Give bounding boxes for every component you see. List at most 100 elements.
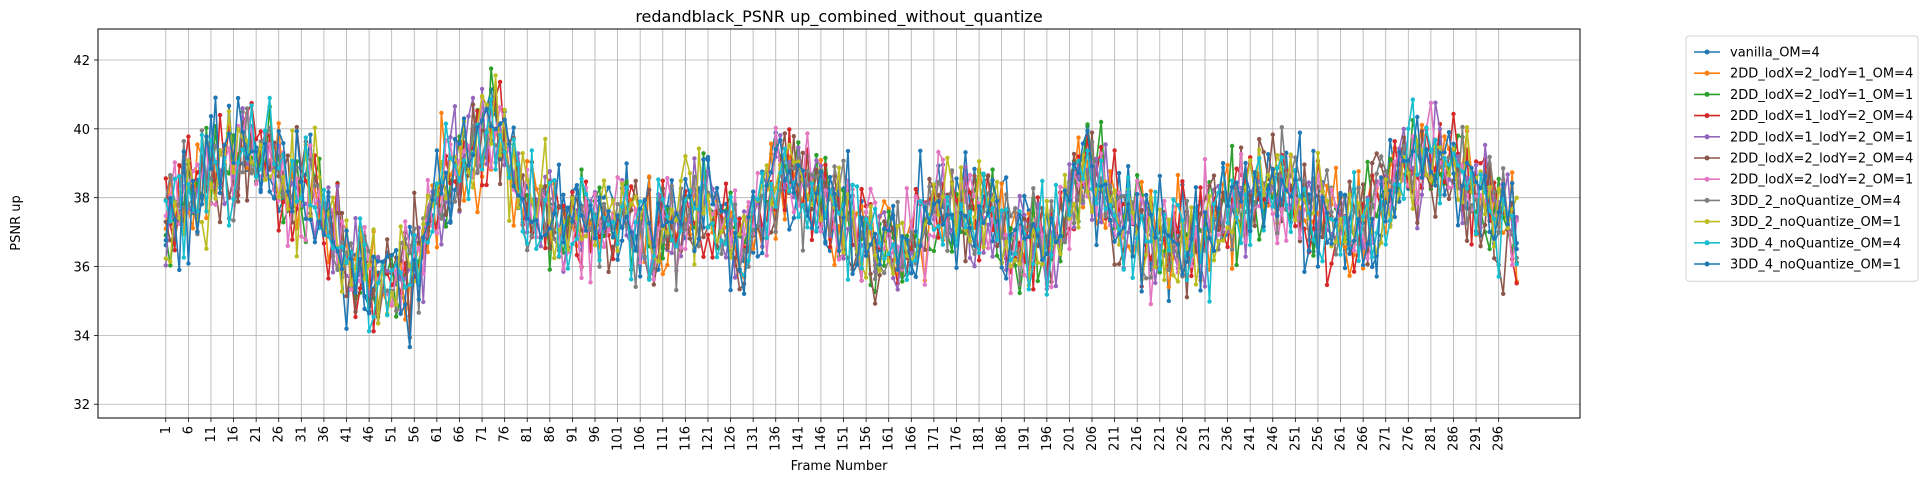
data-point xyxy=(1116,170,1122,176)
data-point xyxy=(190,178,196,184)
data-point xyxy=(787,127,792,132)
data-point xyxy=(1324,282,1330,288)
data-point xyxy=(529,148,534,153)
x-tick-label: 166 xyxy=(904,426,919,451)
data-point xyxy=(389,290,394,295)
data-point xyxy=(994,243,1000,249)
data-point xyxy=(1243,160,1248,166)
data-point xyxy=(1451,151,1456,156)
x-tick-label: 26 xyxy=(272,426,287,443)
data-point xyxy=(371,227,376,232)
y-tick-label: 36 xyxy=(73,261,90,276)
data-point xyxy=(479,86,485,92)
data-point xyxy=(651,253,656,259)
data-point xyxy=(1496,176,1501,182)
data-point xyxy=(1071,225,1077,230)
data-point xyxy=(294,199,299,204)
data-point xyxy=(1415,220,1420,225)
data-point xyxy=(827,231,833,236)
data-point xyxy=(814,158,819,163)
data-point xyxy=(421,235,426,240)
data-point xyxy=(1410,165,1416,170)
data-point xyxy=(741,291,747,296)
data-point xyxy=(466,114,471,119)
y-tick-label: 42 xyxy=(73,54,90,69)
series-line xyxy=(165,97,1518,332)
data-point xyxy=(547,267,552,272)
data-point xyxy=(235,127,241,132)
data-point xyxy=(633,206,638,212)
data-point xyxy=(1455,197,1461,202)
data-point xyxy=(470,95,476,101)
data-point xyxy=(303,178,308,184)
data-point xyxy=(647,239,652,245)
data-point xyxy=(1397,182,1402,187)
legend: vanilla_OM=4 2DD_lodX=2_lodY=1_OM=4 2DD_lo… xyxy=(1685,35,1919,282)
data-point xyxy=(638,199,643,204)
x-tick-label: 191 xyxy=(1017,426,1032,451)
data-point xyxy=(1107,169,1113,174)
data-point xyxy=(1085,148,1090,153)
data-point xyxy=(484,161,489,167)
data-point xyxy=(226,131,232,136)
data-point xyxy=(610,256,616,262)
data-point xyxy=(1026,228,1032,233)
data-point xyxy=(529,198,534,204)
data-point xyxy=(773,229,778,235)
data-point xyxy=(755,197,760,202)
data-point xyxy=(308,157,313,162)
data-point xyxy=(497,153,503,158)
data-point xyxy=(375,321,381,326)
data-point xyxy=(900,234,905,239)
data-point xyxy=(1360,266,1366,271)
data-point xyxy=(931,227,937,232)
data-point xyxy=(366,262,372,268)
data-point xyxy=(796,145,801,150)
data-point xyxy=(375,280,381,286)
data-point xyxy=(217,112,223,118)
data-point xyxy=(863,210,869,215)
data-point xyxy=(1189,273,1194,279)
data-point xyxy=(633,178,638,184)
data-point xyxy=(976,159,982,164)
data-point xyxy=(922,282,927,287)
data-point xyxy=(647,221,652,226)
data-point xyxy=(778,138,783,143)
data-point xyxy=(253,137,259,142)
data-point xyxy=(484,106,489,112)
data-point xyxy=(1067,216,1072,221)
data-point xyxy=(1514,195,1519,200)
x-tick-label: 276 xyxy=(1401,426,1416,451)
data-point xyxy=(719,251,724,256)
data-point xyxy=(1139,207,1144,213)
data-point xyxy=(217,219,223,225)
data-point xyxy=(1442,192,1447,197)
data-point xyxy=(931,201,937,207)
data-point xyxy=(841,215,846,220)
data-point xyxy=(231,170,236,175)
data-point xyxy=(1062,240,1068,245)
data-point xyxy=(330,246,336,251)
data-point xyxy=(967,172,973,178)
data-point xyxy=(972,166,977,172)
data-point xyxy=(823,155,828,161)
data-point xyxy=(439,110,444,116)
data-point xyxy=(226,103,232,109)
data-point xyxy=(1392,214,1398,220)
data-point xyxy=(751,227,756,233)
data-point xyxy=(1180,179,1185,184)
data-point xyxy=(470,124,476,129)
data-point xyxy=(647,174,652,179)
data-point xyxy=(868,242,873,247)
data-point xyxy=(1338,216,1343,222)
data-point xyxy=(177,163,182,168)
data-point xyxy=(859,215,864,220)
data-point xyxy=(1297,235,1303,240)
data-point xyxy=(330,270,336,275)
data-point xyxy=(380,288,385,293)
data-point xyxy=(330,254,336,259)
data-point xyxy=(904,277,909,282)
data-point xyxy=(321,232,327,238)
data-point xyxy=(1433,183,1438,188)
data-point xyxy=(845,226,851,232)
